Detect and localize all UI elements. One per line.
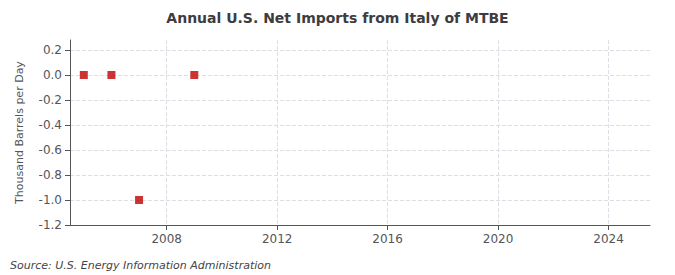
svg-text:-0.6: -0.6	[39, 143, 62, 157]
svg-text:-0.8: -0.8	[39, 168, 62, 182]
svg-text:0.2: 0.2	[43, 43, 62, 57]
svg-text:-1.0: -1.0	[39, 193, 62, 207]
svg-text:2016: 2016	[372, 232, 403, 246]
svg-text:Thousand Barrels per Day: Thousand Barrels per Day	[13, 61, 26, 205]
svg-text:0.0: 0.0	[43, 68, 62, 82]
svg-text:Source: U.S. Energy Informatio: Source: U.S. Energy Information Administ…	[10, 259, 271, 272]
svg-text:2012: 2012	[262, 232, 293, 246]
svg-text:-0.4: -0.4	[39, 118, 62, 132]
svg-text:2020: 2020	[483, 232, 514, 246]
svg-text:2024: 2024	[593, 232, 624, 246]
svg-text:2008: 2008	[151, 232, 182, 246]
svg-text:Annual U.S. Net Imports from I: Annual U.S. Net Imports from Italy of MT…	[166, 10, 508, 26]
svg-text:-0.2: -0.2	[39, 93, 62, 107]
svg-text:-1.2: -1.2	[39, 218, 62, 232]
